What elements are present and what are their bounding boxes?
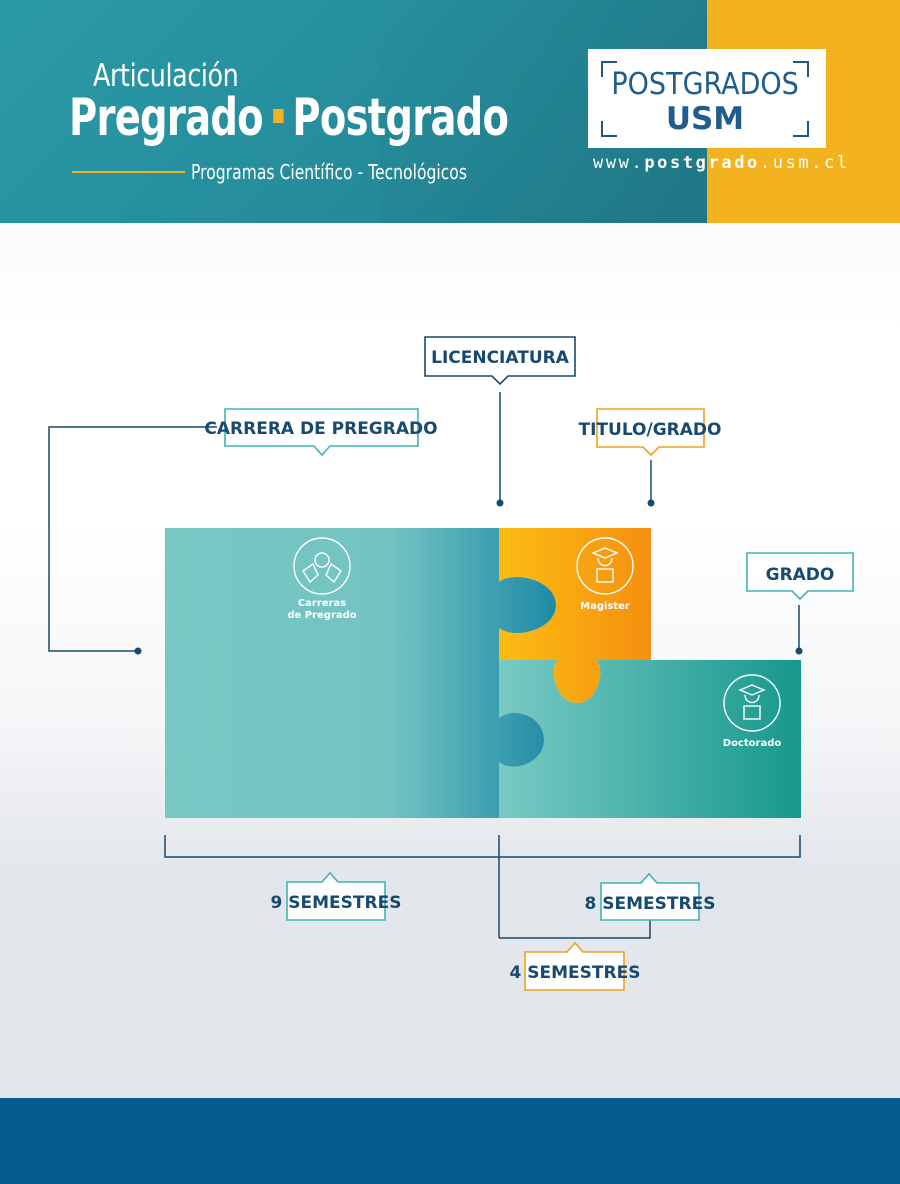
licenciatura-text: LICENCIATURA — [431, 348, 570, 368]
footer-bar — [0, 1098, 900, 1184]
doctorado-duration-text: 8 SEMESTRES — [585, 894, 716, 914]
logo-line-1: POSTGRADOS — [611, 67, 799, 102]
carrera-pregrado-text: CARRERA DE PREGRADO — [204, 419, 437, 439]
doctorado-label: Doctorado — [723, 738, 782, 749]
pregrado-label-2: de Pregrado — [287, 610, 356, 621]
frame-corner — [601, 121, 617, 137]
subtitle-rule — [72, 171, 185, 173]
puzzle-pieces — [165, 528, 801, 818]
magister-duration-callout: 4 SEMESTRES — [510, 941, 641, 991]
website-url: www.postgrado.usm.cl — [593, 153, 847, 173]
url-bold: postgrado — [644, 153, 760, 173]
diploma-icon — [293, 537, 351, 595]
title-right: Postgrado — [292, 88, 509, 148]
grado-callout: GRADO — [746, 552, 854, 601]
connector-dot — [496, 499, 504, 507]
pregrado-duration-callout: 9 SEMESTRES — [271, 871, 402, 921]
pregrado-label-1: Carreras — [298, 598, 346, 609]
connector-dot — [647, 499, 655, 507]
frame-corner — [601, 61, 617, 77]
subtitle: Programas Científico - Tecnológicos — [191, 160, 467, 184]
title-separator — [273, 109, 284, 123]
logo-line-2: USM — [665, 101, 745, 137]
connector-dot — [795, 647, 803, 655]
licenciatura-callout: LICENCIATURA — [424, 336, 576, 386]
url-prefix: www. — [593, 153, 645, 173]
graduate-icon — [723, 674, 781, 732]
graduate-icon — [576, 537, 634, 595]
pregrado-duration-text: 9 SEMESTRES — [271, 893, 402, 913]
connector-lines — [48, 392, 801, 939]
connector-dot — [134, 647, 142, 655]
url-suffix: .usm.cl — [759, 153, 850, 173]
magister-bracket — [499, 918, 651, 939]
title-left: Pregrado — [69, 88, 264, 148]
frame-corner — [793, 121, 809, 137]
total-bracket — [164, 835, 801, 858]
pregrado-connector — [48, 426, 217, 652]
magister-duration-text: 4 SEMESTRES — [510, 963, 641, 983]
titulo-grado-text: TITULO/GRADO — [579, 420, 722, 440]
doctorado-piece — [499, 660, 801, 818]
title-top: Articulación — [93, 58, 239, 94]
titulo-grado-callout: TITULO/GRADO — [579, 408, 722, 457]
frame-corner — [793, 61, 809, 77]
carrera-pregrado-callout: CARRERA DE PREGRADO — [204, 408, 438, 457]
pregrado-piece — [165, 528, 556, 818]
doctorado-duration-callout: 8 SEMESTRES — [585, 872, 716, 921]
logo-frame: POSTGRADOS USM — [601, 61, 809, 137]
usm-logo — [588, 49, 826, 148]
magister-label: Magister — [580, 601, 630, 612]
main-title: Pregrado Postgrado — [69, 88, 509, 148]
grado-text: GRADO — [766, 565, 835, 585]
